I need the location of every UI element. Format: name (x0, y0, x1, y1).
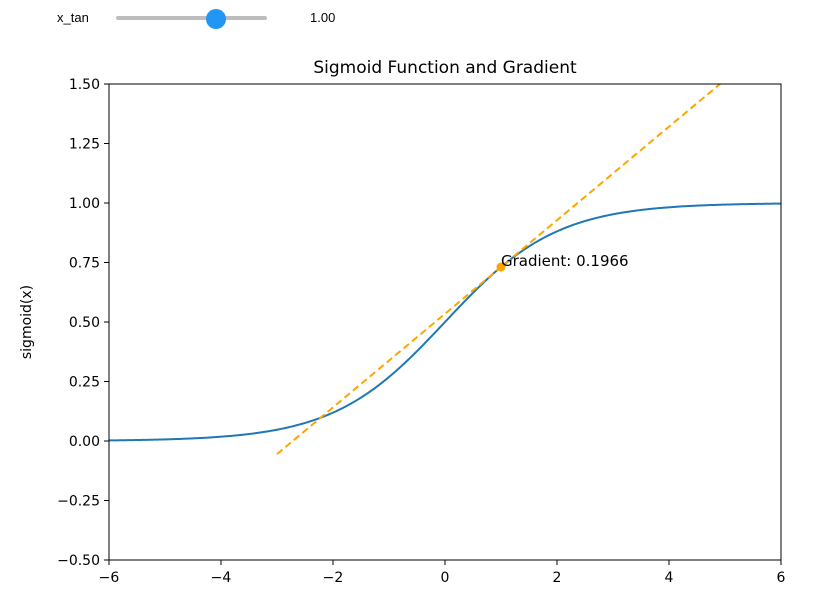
x-tan-slider-handle[interactable] (206, 9, 227, 29)
y-tick-label: 0.50 (69, 315, 100, 331)
y-tick-label: 1.50 (69, 77, 100, 93)
slider-widget: x_tan 1.00 (0, 0, 823, 38)
svg-text:sigmoid(x): sigmoid(x) (19, 285, 35, 359)
y-tick-label: −0.25 (57, 494, 100, 510)
slider-value: 1.00 (310, 10, 336, 25)
x-tick-label: −6 (99, 570, 120, 586)
x-tick-label: 4 (665, 570, 674, 586)
tangent-point-marker (496, 262, 506, 272)
gradient-annotation: Gradient: 0.1966 (501, 252, 629, 270)
x-tick-label: −4 (211, 570, 232, 586)
slider-label: x_tan (57, 10, 89, 25)
x-tan-slider-track[interactable] (116, 16, 267, 20)
y-tick-label: 0.75 (69, 256, 100, 272)
y-tick-label: −0.50 (57, 553, 100, 569)
sigmoid-curve (109, 202, 781, 442)
y-axis-label: sigmoid(x) (19, 285, 35, 359)
y-tick-label: 1.00 (69, 196, 100, 212)
y-tick-label: 0.25 (69, 375, 100, 391)
x-tick-label: 0 (441, 570, 450, 586)
x-tick-label: 6 (777, 570, 786, 586)
x-tick-label: −2 (323, 570, 344, 586)
chart-title: Sigmoid Function and Gradient (313, 58, 577, 78)
x-tick-label: 2 (553, 570, 562, 586)
y-tick-label: 0.00 (69, 434, 100, 450)
y-tick-label: 1.25 (69, 137, 100, 153)
